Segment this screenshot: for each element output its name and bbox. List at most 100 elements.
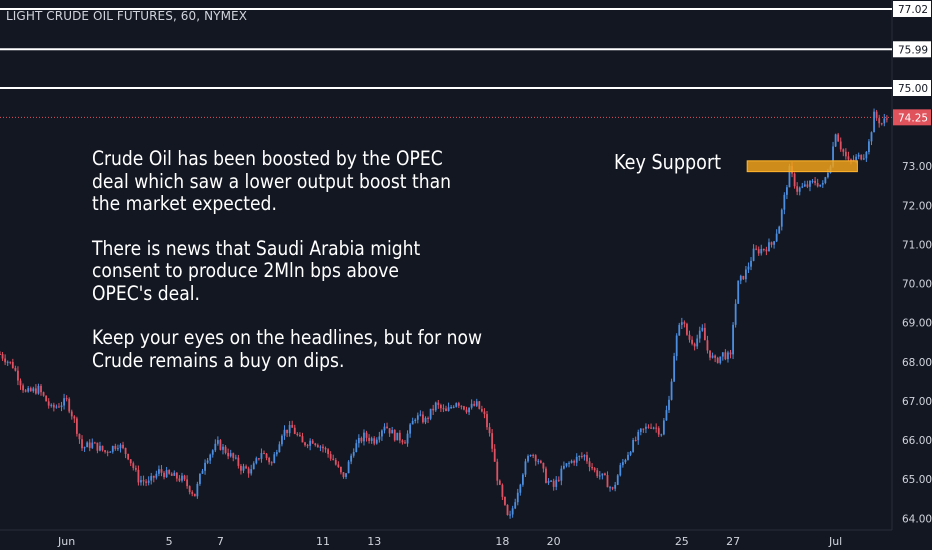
candle-body: [478, 401, 481, 409]
candle-body: [565, 463, 568, 466]
candle-body: [73, 416, 76, 419]
candle-body: [783, 194, 786, 210]
candle-body: [578, 455, 581, 457]
candle-body: [463, 406, 465, 410]
candle-body: [401, 440, 404, 443]
annotation-text[interactable]: Crude Oil has been boosted by the OPEC d…: [92, 147, 483, 372]
time-axis[interactable]: Jun 5 7 11 13 18 20 25 27 Jul: [57, 535, 842, 548]
candle-body: [432, 408, 435, 411]
candle-body: [811, 180, 814, 182]
candle-body: [568, 462, 570, 464]
candle-body: [732, 324, 734, 355]
candle-body: [42, 392, 45, 396]
candle-body: [537, 460, 540, 462]
candle-body: [334, 459, 337, 465]
candle-body: [273, 454, 276, 463]
candle-body: [275, 452, 278, 455]
candle-body: [283, 429, 286, 436]
candle-body: [355, 443, 358, 453]
candle-body: [516, 492, 519, 503]
key-support-label[interactable]: Key Support: [614, 150, 722, 174]
candle-body: [114, 446, 117, 449]
candle-body: [645, 426, 647, 429]
time-tick-label: 11: [316, 535, 330, 548]
candle-body: [109, 451, 112, 453]
candle-body: [686, 323, 688, 335]
candle-body: [773, 241, 775, 245]
candle-body: [281, 435, 283, 445]
candle-body: [524, 461, 527, 475]
candle-body: [573, 460, 576, 463]
horizontal-levels[interactable]: 77.02 75.99 75.00 74.25: [0, 0, 931, 126]
candle-body: [547, 481, 550, 483]
candle-body: [475, 401, 478, 406]
candle-body: [837, 134, 840, 142]
annotation-line: Keep your eyes on the headlines, but for…: [92, 326, 483, 349]
candle-body: [529, 455, 532, 457]
candle-body: [14, 367, 17, 371]
candle-body: [357, 437, 360, 444]
candle-body: [327, 449, 329, 455]
time-tick-label: 5: [166, 535, 173, 548]
candle-body: [86, 442, 89, 448]
candle-body: [352, 452, 355, 456]
candle-body: [593, 468, 596, 471]
candle-body: [260, 453, 263, 459]
candle-body: [611, 487, 614, 489]
candle-body: [304, 442, 306, 446]
candle-body: [140, 480, 142, 483]
candle-body: [93, 442, 96, 444]
candle-body: [386, 426, 388, 429]
candle-body: [560, 468, 563, 481]
last-price-label: 74.25: [898, 112, 928, 124]
candle-body: [801, 186, 804, 188]
candle-body: [250, 469, 253, 474]
candle-body: [739, 275, 742, 281]
candle-body: [245, 466, 247, 469]
candle-body: [668, 399, 670, 411]
candle-body: [50, 404, 53, 406]
candle-body: [880, 123, 883, 125]
candle-body: [40, 385, 42, 393]
support-zone-rect[interactable]: [746, 160, 858, 173]
candle-body: [147, 480, 150, 483]
candle-body: [488, 427, 491, 434]
candle-body: [734, 303, 737, 325]
candle-body: [296, 433, 299, 436]
annotation-line: consent to produce 2Mln bps above: [92, 259, 399, 282]
candle-body: [319, 446, 322, 448]
candle-body: [844, 151, 847, 157]
candle-body: [632, 439, 635, 452]
annotation-line: the market expected.: [92, 192, 277, 215]
candle-body: [483, 411, 486, 415]
candle-body: [278, 444, 281, 453]
candle-body: [532, 455, 535, 457]
price-axis[interactable]: 64.00 65.00 66.00 67.00 68.00 69.00 70.00 71.00…: [902, 161, 932, 525]
candle-body: [878, 118, 881, 124]
candle-body: [493, 448, 496, 462]
candle-body: [868, 141, 870, 153]
candle-body: [158, 469, 160, 474]
candle-body: [337, 464, 340, 467]
candle-body: [306, 445, 309, 447]
candle-body: [883, 118, 886, 124]
candle-body: [63, 398, 65, 406]
candle-body: [268, 457, 271, 463]
candle-body: [350, 455, 353, 462]
level-price-tag: [893, 0, 931, 17]
candle-body: [173, 472, 176, 476]
candle-body: [422, 414, 424, 423]
candle-body: [19, 380, 22, 386]
candle-body: [117, 448, 119, 450]
support-zone[interactable]: [746, 160, 858, 173]
candle-body: [473, 403, 476, 406]
candle-body: [265, 453, 268, 458]
candle-body: [834, 134, 837, 147]
candle-body: [414, 419, 417, 422]
price-tick-label: 72.00: [902, 200, 932, 212]
candle-body: [486, 414, 488, 428]
candle-body: [727, 352, 729, 360]
time-tick-label: 7: [217, 535, 224, 548]
